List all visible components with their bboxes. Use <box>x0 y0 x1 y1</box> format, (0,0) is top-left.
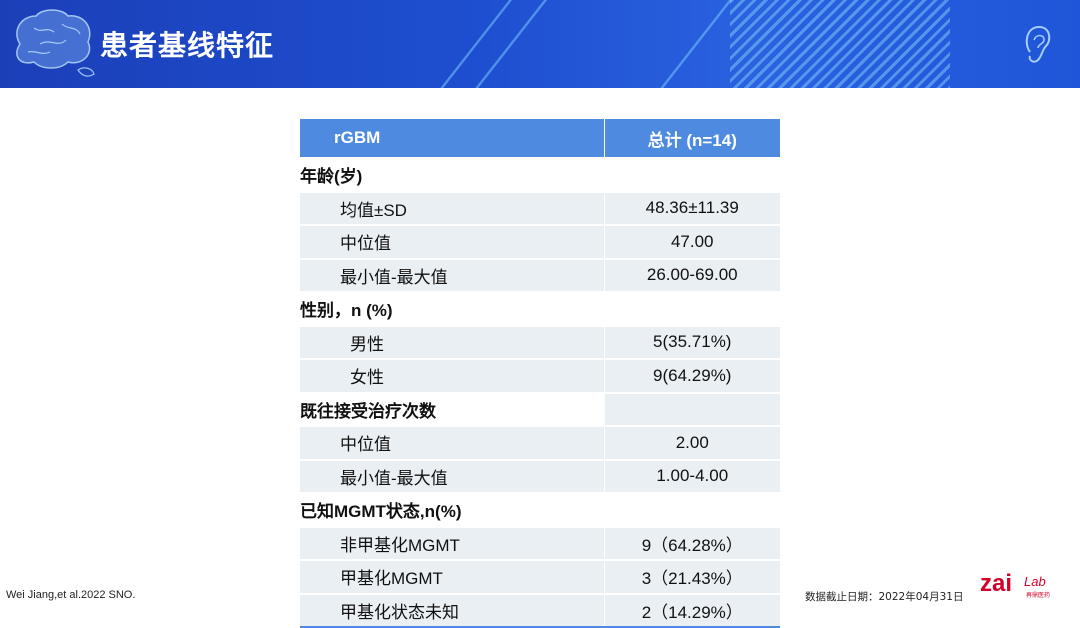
table-row: 中位值 47.00 <box>300 225 780 259</box>
row-value: 9（64.28%） <box>603 526 780 560</box>
table-row: 女性 9(64.29%) <box>300 359 780 393</box>
row-label: 性别，n (%) <box>300 292 604 326</box>
zai-lab-logo: zai Lab 再鼎医药 <box>980 572 1060 602</box>
section-row-age: 年龄(岁) <box>300 158 780 192</box>
table-row: 中位值 2.00 <box>300 426 780 460</box>
section-row-mgmt: 已知MGMT状态,n(%) <box>300 493 780 527</box>
table-header-row: rGBM 总计 (n=14) <box>300 119 780 158</box>
row-label: 男性 <box>300 325 604 359</box>
brain-icon <box>16 9 95 77</box>
row-label: 中位值 <box>300 225 604 259</box>
row-value <box>603 392 780 426</box>
logo-zai-text: zai <box>980 570 1013 597</box>
row-value: 26.00-69.00 <box>603 258 780 292</box>
row-value: 5(35.71%) <box>603 325 780 359</box>
column-header-group: rGBM <box>300 119 605 158</box>
ear-icon <box>1025 25 1051 63</box>
table-row: 均值±SD 48.36±11.39 <box>300 191 780 225</box>
table-row: 甲基化状态未知 2（14.29%） <box>300 593 780 627</box>
row-value: 3（21.43%） <box>603 560 780 594</box>
row-value: 2（14.29%） <box>603 593 780 627</box>
logo-subtext: 再鼎医药 <box>1026 592 1051 599</box>
page-title: 患者基线特征 <box>100 29 275 62</box>
row-value: 9(64.29%) <box>603 359 780 393</box>
row-value: 2.00 <box>603 426 780 460</box>
data-cutoff-date: 数据截止日期：2022年04月31日 <box>805 591 964 603</box>
table-row: 非甲基化MGMT 9（64.28%） <box>300 526 780 560</box>
row-label: 非甲基化MGMT <box>300 526 604 560</box>
table-row: 最小值-最大值 26.00-69.00 <box>300 258 780 292</box>
table-row: 最小值-最大值 1.00-4.00 <box>300 459 780 493</box>
logo-lab-text: Lab <box>1024 574 1046 589</box>
row-label: 中位值 <box>300 426 604 460</box>
row-label: 最小值-最大值 <box>300 459 604 493</box>
row-label: 年龄(岁) <box>300 158 604 192</box>
banner-stripe <box>450 0 563 88</box>
title-banner: 患者基线特征 <box>0 0 1080 88</box>
row-value: 47.00 <box>603 225 780 259</box>
banner-hatch-pattern <box>730 0 950 88</box>
row-value: 1.00-4.00 <box>603 459 780 493</box>
table-row: 甲基化MGMT 3（21.43%） <box>300 560 780 594</box>
column-header-total: 总计 (n=14) <box>604 119 780 158</box>
row-value <box>603 158 780 192</box>
row-label: 甲基化MGMT <box>300 560 604 594</box>
table-row: 男性 5(35.71%) <box>300 325 780 359</box>
row-value: 48.36±11.39 <box>603 191 780 225</box>
row-label: 均值±SD <box>300 191 604 225</box>
reference-citation: Wei Jiang,et al.2022 SNO. <box>6 589 136 601</box>
row-label: 女性 <box>300 359 604 393</box>
section-row-sex: 性别，n (%) <box>300 292 780 326</box>
row-label: 最小值-最大值 <box>300 258 604 292</box>
section-row-prior-treatments: 既往接受治疗次数 <box>300 392 780 426</box>
row-value <box>603 292 780 326</box>
row-label: 甲基化状态未知 <box>300 593 604 627</box>
row-label: 既往接受治疗次数 <box>300 392 604 426</box>
row-value <box>603 493 780 527</box>
baseline-characteristics-table: rGBM 总计 (n=14) 年龄(岁) 均值±SD 48.36±11.39 中… <box>300 119 780 628</box>
row-label: 已知MGMT状态,n(%) <box>300 493 604 527</box>
